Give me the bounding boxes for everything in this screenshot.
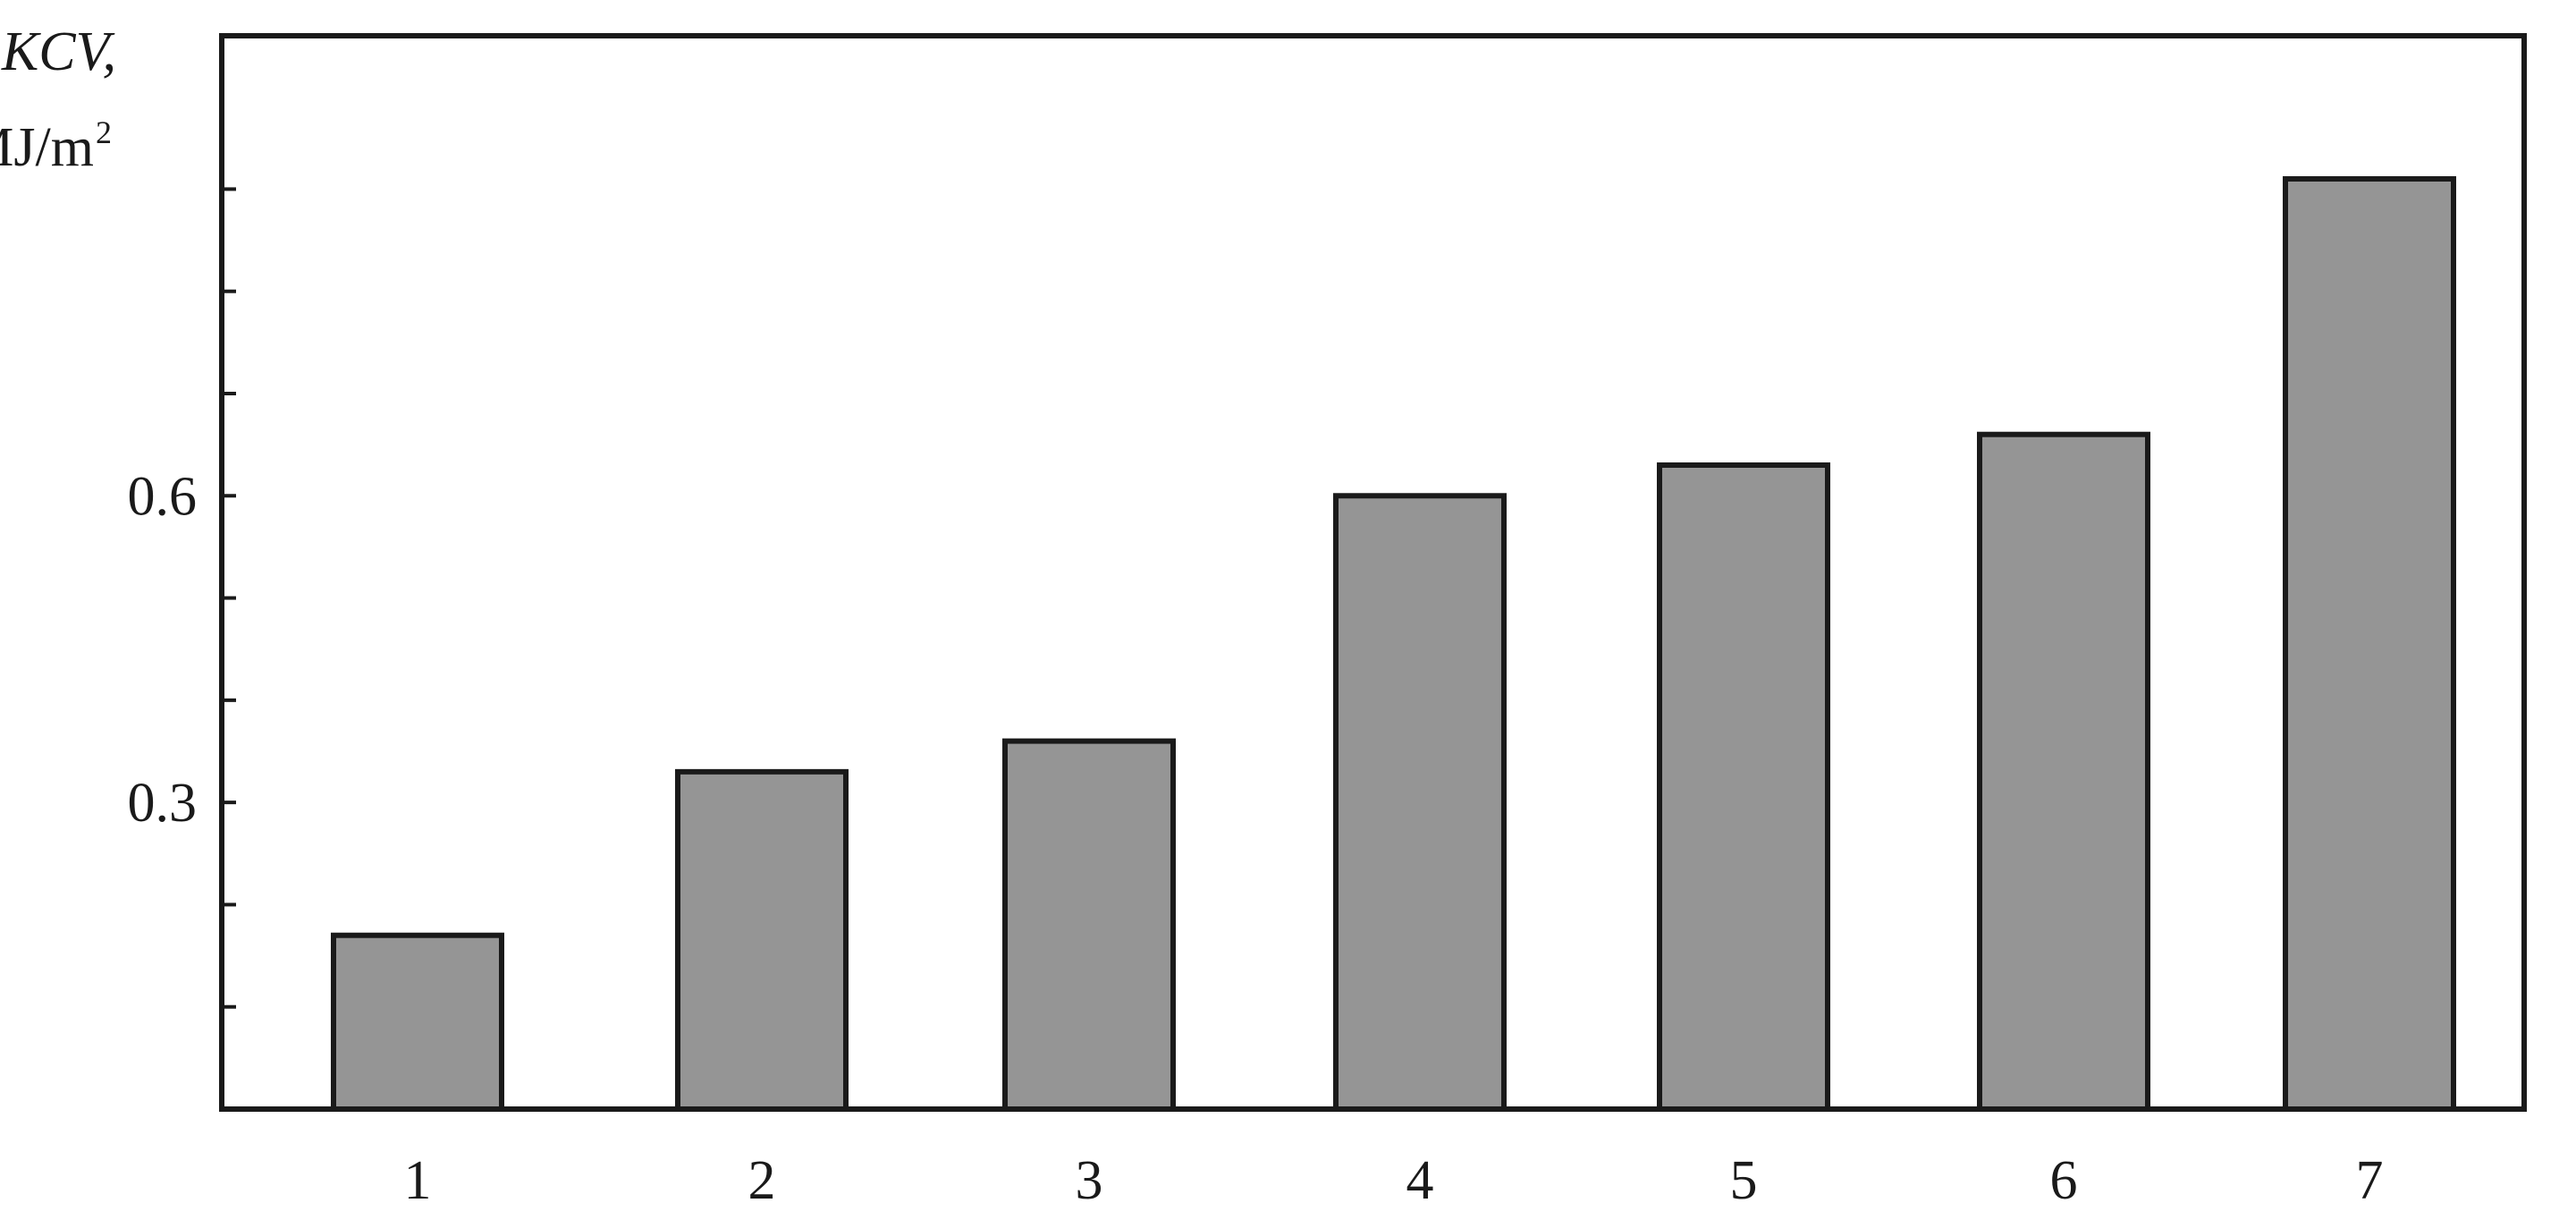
y-axis-label-quantity: KCV, bbox=[1, 21, 116, 82]
x-tick-label-2: 2 bbox=[748, 1150, 776, 1211]
bar-6 bbox=[1977, 431, 2150, 1112]
x-tick-label-1: 1 bbox=[404, 1150, 432, 1211]
y-axis-unit: MJ/m bbox=[0, 117, 94, 178]
x-tick-label-4: 4 bbox=[1406, 1150, 1434, 1211]
bar-7 bbox=[2283, 176, 2456, 1112]
x-tick-label-3: 3 bbox=[1076, 1150, 1103, 1211]
x-tick-label-7: 7 bbox=[2356, 1150, 2384, 1211]
bar-4 bbox=[1333, 493, 1507, 1112]
y-tick-label: 0.6 bbox=[128, 466, 198, 527]
bar-3 bbox=[1002, 738, 1176, 1112]
axis-tick-labels: 0.3 0.6 1 2 3 4 5 6 7 bbox=[128, 466, 2384, 1211]
bar-2 bbox=[675, 768, 849, 1112]
plot-frame bbox=[219, 33, 2527, 1112]
bar-5 bbox=[1657, 462, 1830, 1112]
y-axis-unit-text: MJ/m bbox=[0, 117, 94, 178]
y-axis-unit-superscript: 2 bbox=[96, 114, 112, 150]
y-tick-label: 0.3 bbox=[128, 773, 198, 834]
bars-layer bbox=[331, 176, 2456, 1112]
bar-1 bbox=[331, 932, 504, 1112]
y-axis-label: KCV, bbox=[1, 21, 116, 82]
x-tick-label-6: 6 bbox=[2050, 1150, 2078, 1211]
x-tick-label-5: 5 bbox=[1730, 1150, 1758, 1211]
